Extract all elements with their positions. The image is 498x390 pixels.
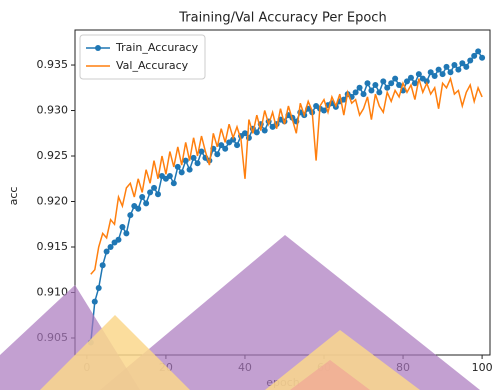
point [175,164,181,170]
point [384,85,390,91]
x-tick-label: 100 [472,361,493,374]
point [388,80,394,86]
point [167,173,173,179]
point [357,85,363,91]
point [234,142,240,148]
point [108,244,114,250]
point [115,237,121,243]
y-tick-label: 0.920 [37,195,69,208]
point [368,88,374,94]
point [475,48,481,54]
chart: Training/Val Accuracy Per Epoch epoch ac… [0,0,498,390]
legend-label: Val_Accuracy [116,59,189,72]
point [155,191,161,197]
point [392,76,398,82]
y-tick-label: 0.925 [37,149,69,162]
y-tick-label: 0.935 [37,58,69,71]
point [242,130,248,136]
point [440,71,446,77]
point [187,167,193,173]
point [364,80,370,86]
point [471,53,477,59]
point [104,249,110,255]
point [147,189,153,195]
legend-label: Train_Accuracy [115,41,199,54]
point [463,64,469,70]
point [416,71,422,77]
point [380,78,386,84]
point [408,75,414,81]
point [222,146,228,152]
point [254,129,260,135]
point [92,299,98,305]
point [376,89,382,95]
point [361,91,367,97]
point [444,64,450,70]
chart-title: Training/Val Accuracy Per Epoch [178,11,386,26]
point [214,151,220,157]
point [191,155,197,161]
point [100,262,106,268]
point [179,169,185,175]
point [447,69,453,75]
point [455,67,461,73]
point [467,57,473,63]
point [139,194,145,200]
point [479,55,485,61]
point [171,180,177,186]
point [195,160,201,166]
point [451,62,457,68]
point [246,135,252,141]
point [119,224,125,230]
overlay-shapes [0,235,480,390]
point [353,89,359,95]
point [96,285,102,291]
y-axis-label: acc [7,187,20,206]
y-tick-label: 0.915 [37,240,69,253]
point [127,212,133,218]
point [372,82,378,88]
point [262,128,268,134]
point [143,200,149,206]
point [436,67,442,73]
point [151,185,157,191]
point [432,73,438,79]
point [135,206,141,212]
y-tick-label: 0.930 [37,104,69,117]
point [123,230,129,236]
legend-marker [95,45,101,51]
